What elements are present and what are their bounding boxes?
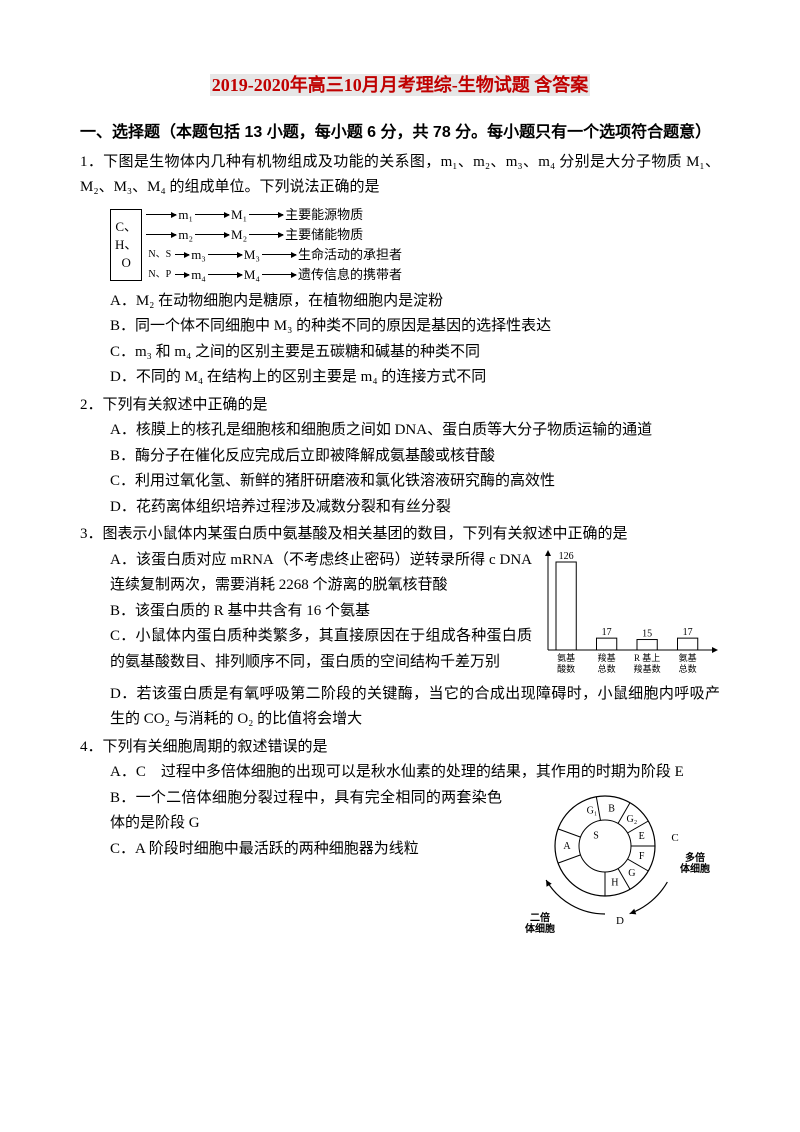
cho-line: H、	[115, 236, 137, 254]
svg-text:H: H	[611, 877, 618, 888]
figure-rows: m₁ M₁ 主要能源物质 m₂ M₂ 主要储能物质 N、S m₃ M₃	[146, 205, 402, 285]
svg-text:S: S	[593, 830, 599, 841]
role-label: 生命活动的承担者	[298, 244, 402, 266]
arrow-icon	[175, 274, 189, 275]
svg-text:二倍: 二倍	[530, 911, 550, 924]
big-m-label: M₂	[231, 224, 247, 246]
svg-text:G₁: G₁	[587, 805, 598, 816]
q1-opt-a: A．M₂ 在动物细胞内是糖原，在植物细胞内是淀粉	[80, 289, 720, 315]
arrow-icon	[146, 234, 176, 235]
q3-opt-d: D．若该蛋白质是有氧呼吸第二阶段的关键酶，当它的合成出现障碍时，小鼠细胞内呼吸产…	[80, 682, 720, 733]
q2-opt-a: A．核膜上的核孔是细胞核和细胞质之间如 DNA、蛋白质等大分子物质运输的通道	[80, 418, 720, 444]
question-4-stem: 4．下列有关细胞周期的叙述错误的是	[80, 735, 720, 761]
svg-text:126: 126	[559, 551, 574, 562]
svg-text:总数: 总数	[598, 663, 616, 674]
role-label: 遗传信息的携带者	[298, 264, 402, 286]
arrow-icon	[195, 214, 229, 215]
q4-opt-a: A．C 过程中多倍体细胞的出现可以是秋水仙素的处理的结果，其作用的时期为阶段 E	[80, 760, 720, 786]
svg-text:A: A	[563, 841, 571, 852]
svg-text:F: F	[639, 851, 645, 862]
svg-text:体细胞: 体细胞	[680, 862, 710, 875]
arrow-icon	[262, 254, 296, 255]
document-title: 2019-2020年高三10月月考理综-生物试题 含答案	[80, 70, 720, 101]
q1-opt-c: C．m₃ 和 m₄ 之间的区别主要是五碳糖和碱基的种类不同	[80, 340, 720, 366]
m-label: m₁	[178, 204, 193, 226]
svg-text:B: B	[608, 803, 615, 814]
arrow-icon	[208, 254, 242, 255]
m-label: m₃	[191, 244, 206, 266]
fig-row: m₁ M₁ 主要能源物质	[146, 205, 402, 225]
cell-cycle-diagram: ASBG₁G₂EFGHCD多倍体细胞二倍体细胞	[510, 786, 720, 936]
m-label: m₂	[178, 224, 193, 246]
svg-text:氨基: 氨基	[679, 652, 697, 663]
m-label: m₄	[191, 264, 206, 286]
arrow-icon	[249, 234, 283, 235]
figure-q1: C、 H、 O m₁ M₁ 主要能源物质 m₂ M₂ 主要储能物质	[110, 205, 720, 285]
svg-text:R 基上: R 基上	[634, 652, 660, 663]
arrow-icon	[249, 214, 283, 215]
big-m-label: M₄	[244, 264, 260, 286]
title-text: 2019-2020年高三10月月考理综-生物试题 含答案	[210, 74, 591, 96]
arrow-icon	[195, 234, 229, 235]
svg-text:体细胞: 体细胞	[525, 922, 555, 935]
question-1-stem: 1．下图是生物体内几种有机物组成及功能的关系图，m₁、m₂、m₃、m₄ 分别是大…	[80, 150, 720, 201]
svg-text:E: E	[639, 831, 645, 842]
section-1-header: 一、选择题（本题包括 13 小题，每小题 6 分，共 78 分。每小题只有一个选…	[80, 119, 720, 146]
big-m-label: M₃	[244, 244, 260, 266]
svg-text:羧基: 羧基	[598, 652, 616, 663]
elem-label: N、P	[148, 266, 171, 283]
role-label: 主要能源物质	[285, 204, 363, 226]
big-m-label: M₁	[231, 204, 247, 226]
fig-row: N、P m₄ M₄ 遗传信息的携带者	[146, 265, 402, 285]
svg-text:17: 17	[683, 627, 693, 638]
cho-box: C、 H、 O	[110, 209, 142, 282]
cho-line: O	[115, 254, 137, 272]
svg-text:氨基: 氨基	[557, 652, 575, 663]
svg-text:羧基数: 羧基数	[634, 663, 661, 674]
svg-text:D: D	[616, 915, 624, 927]
fig-row: m₂ M₂ 主要储能物质	[146, 225, 402, 245]
arrow-icon	[208, 274, 242, 275]
arrow-icon	[146, 214, 176, 215]
role-label: 主要储能物质	[285, 224, 363, 246]
svg-text:酸数: 酸数	[557, 663, 575, 674]
svg-text:总数: 总数	[679, 663, 697, 674]
svg-text:多倍: 多倍	[685, 851, 705, 864]
svg-text:C: C	[671, 832, 678, 844]
question-3-stem: 3．图表示小鼠体内某蛋白质中氨基酸及相关基团的数目，下列有关叙述中正确的是	[80, 522, 720, 548]
q2-opt-d: D．花药离体组织培养过程涉及减数分裂和有丝分裂	[80, 495, 720, 521]
q1-opt-d: D．不同的 M₄ 在结构上的区别主要是 m₄ 的连接方式不同	[80, 365, 720, 391]
elem-label: N、S	[148, 246, 171, 263]
fig-row: N、S m₃ M₃ 生命活动的承担者	[146, 245, 402, 265]
arrow-icon	[262, 274, 296, 275]
bar-chart-q3: 126氨基酸数17羧基总数15R 基上羧基数17氨基总数	[540, 548, 720, 678]
q2-opt-b: B．酶分子在催化反应完成后立即被降解成氨基酸或核苷酸	[80, 444, 720, 470]
question-2-stem: 2．下列有关叙述中正确的是	[80, 393, 720, 419]
cho-line: C、	[115, 218, 137, 236]
q2-opt-c: C．利用过氧化氢、新鲜的猪肝研磨液和氯化铁溶液研究酶的高效性	[80, 469, 720, 495]
svg-text:G₂: G₂	[627, 814, 638, 825]
svg-text:15: 15	[642, 628, 652, 639]
q1-opt-b: B．同一个体不同细胞中 M₃ 的种类不同的原因是基因的选择性表达	[80, 314, 720, 340]
arrow-icon	[175, 254, 189, 255]
svg-text:G: G	[628, 868, 635, 879]
svg-text:17: 17	[602, 627, 612, 638]
